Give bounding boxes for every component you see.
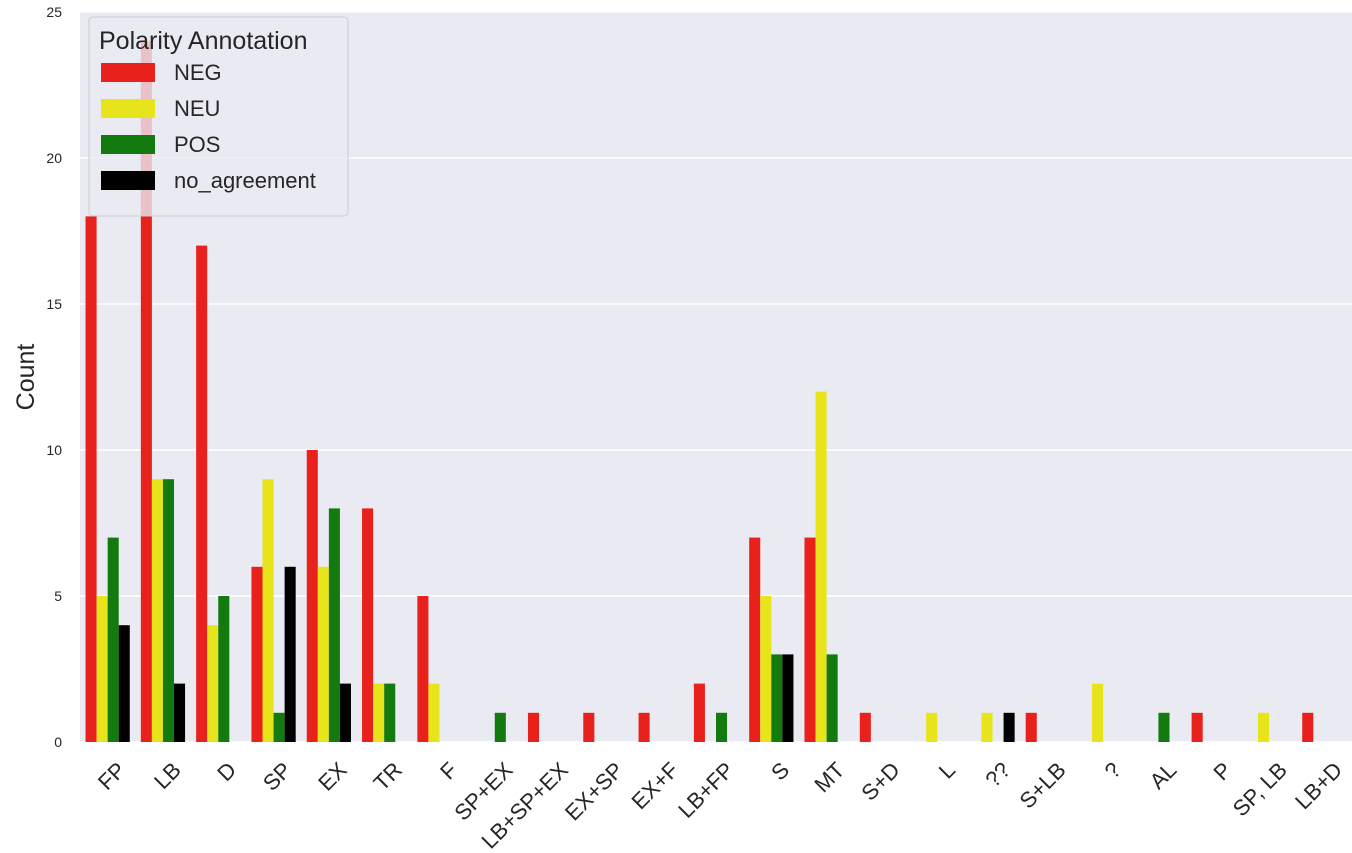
bar-neu	[926, 712, 938, 742]
x-tick-label: LB+FP	[673, 757, 739, 823]
bar-neg	[140, 41, 152, 742]
bar-neg	[85, 216, 97, 742]
y-tick-label: 25	[46, 4, 62, 20]
bar-neg	[362, 508, 374, 742]
bar-neg	[251, 566, 263, 742]
bar-neu	[428, 683, 440, 742]
y-tick-labels: 0 5 10 15 20 25	[46, 4, 62, 750]
x-tick-label: F	[435, 757, 462, 784]
x-tick-label: S+LB	[1015, 757, 1071, 813]
legend-swatch	[101, 171, 155, 190]
x-tick-label: P	[1209, 757, 1237, 785]
bar-neu	[815, 391, 827, 742]
legend-label: no_agreement	[174, 168, 316, 193]
bar-neg	[196, 245, 208, 742]
bar-neg	[417, 596, 429, 742]
bar-neg	[1191, 712, 1203, 742]
bar-pos	[826, 654, 838, 742]
legend-swatch	[101, 63, 155, 82]
bar-neg	[306, 450, 318, 742]
bar-neg	[1025, 712, 1037, 742]
bar-neg	[1302, 712, 1314, 742]
bar-neu	[96, 596, 108, 742]
bar-neu	[373, 683, 385, 742]
x-tick-label: S	[766, 757, 794, 785]
x-tick-label: MT	[809, 757, 849, 797]
legend-label: NEU	[174, 96, 220, 121]
legend: Polarity Annotation NEG NEU POS no_agreemen…	[88, 16, 349, 217]
bar-pos	[107, 537, 119, 742]
bar-no-agreement	[782, 654, 794, 742]
bar-pos	[328, 508, 340, 742]
x-tick-label: FP	[93, 757, 131, 795]
legend-items: NEG NEU POS no_agreement	[101, 60, 316, 193]
legend-label: POS	[174, 132, 220, 157]
bar-neg	[804, 537, 816, 742]
bar-pos	[1158, 712, 1170, 742]
bar-no-agreement	[174, 683, 186, 742]
bar-neu	[207, 625, 219, 742]
legend-label: NEG	[174, 60, 222, 85]
bar-neu	[760, 596, 772, 742]
bar-neu	[262, 479, 274, 742]
bar-neg	[583, 712, 595, 742]
x-tick-label: AL	[1145, 757, 1182, 794]
x-tick-label: SP, LB	[1228, 757, 1292, 821]
x-tick-label: LB+D	[1290, 757, 1347, 814]
bar-no-agreement	[118, 625, 130, 742]
bar-pos	[771, 654, 783, 742]
x-tick-label: EX+SP	[560, 757, 628, 825]
x-tick-label: TR	[369, 757, 407, 795]
y-tick-label: 20	[46, 150, 62, 166]
bar-pos	[162, 479, 175, 742]
x-tick-label: ?	[1100, 757, 1126, 783]
bar-pos	[384, 683, 396, 742]
bar-neg	[527, 712, 540, 742]
bar-neu	[981, 712, 993, 742]
x-tick-label: SP	[258, 757, 296, 795]
x-tick-label: S+D	[856, 757, 904, 805]
bar-neu	[317, 566, 329, 742]
x-tick-label: LB	[149, 757, 186, 794]
bar-pos	[494, 712, 506, 742]
y-tick-label: 0	[54, 734, 62, 750]
bar-pos	[273, 712, 285, 742]
bar-neg	[749, 537, 761, 742]
y-axis-label: Count	[12, 344, 40, 411]
bar-neg	[693, 683, 705, 742]
legend-title: Polarity Annotation	[99, 27, 307, 55]
x-tick-label: D	[212, 757, 241, 786]
bar-neu	[1257, 712, 1270, 742]
legend-swatch	[101, 135, 155, 154]
y-tick-label: 15	[46, 296, 62, 312]
bar-neu	[151, 479, 163, 742]
legend-swatch	[101, 99, 155, 118]
y-tick-label: 5	[54, 588, 62, 604]
x-tick-label: ??	[980, 757, 1015, 792]
bar-no-agreement	[339, 683, 351, 742]
bar-no-agreement	[284, 566, 296, 742]
x-tick-label: L	[934, 757, 960, 783]
bar-neg	[638, 712, 650, 742]
bar-pos	[716, 712, 728, 742]
bar-neg	[859, 712, 871, 742]
bar-no-agreement	[1003, 712, 1015, 742]
bars-group	[85, 41, 1314, 742]
x-tick-label: EX	[313, 757, 352, 796]
y-tick-label: 10	[46, 442, 62, 458]
bar-neu	[1092, 683, 1104, 742]
bar-pos	[218, 596, 230, 742]
